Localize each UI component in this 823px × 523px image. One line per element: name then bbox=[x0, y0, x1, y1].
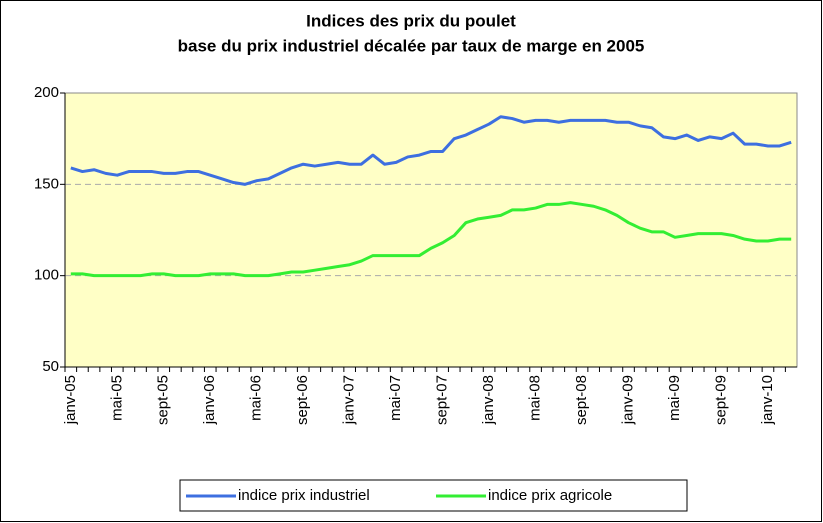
x-tick-label: janv-06 bbox=[201, 375, 218, 425]
y-tick-label: 150 bbox=[34, 175, 59, 192]
x-tick-label: mai-07 bbox=[387, 375, 404, 421]
x-tick-label: janv-08 bbox=[480, 375, 497, 425]
legend-box bbox=[179, 479, 688, 512]
series-line bbox=[70, 115, 792, 186]
x-tick-label: mai-06 bbox=[248, 375, 265, 421]
x-tick-label: janv-10 bbox=[759, 375, 776, 425]
legend-label: indice prix industriel bbox=[238, 487, 370, 504]
x-tick-label: mai-09 bbox=[666, 375, 683, 421]
y-tick-label: 100 bbox=[34, 267, 59, 284]
series-line bbox=[70, 201, 792, 278]
x-tick-label: sept-06 bbox=[294, 375, 311, 425]
x-tick-label: janv-09 bbox=[619, 375, 636, 425]
x-tick-label: sept-07 bbox=[434, 375, 451, 425]
x-tick-label: sept-05 bbox=[155, 375, 172, 425]
x-tick-label: janv-07 bbox=[341, 375, 358, 425]
chart-title: Indices des prix du poulet bbox=[306, 11, 516, 30]
x-tick-label: mai-08 bbox=[527, 375, 544, 421]
legend-label: indice prix agricole bbox=[488, 487, 612, 504]
chart-subtitle: base du prix industriel décalée par taux… bbox=[178, 36, 645, 55]
x-tick-label: janv-05 bbox=[62, 375, 79, 425]
x-tick-label: sept-08 bbox=[573, 375, 590, 425]
y-tick-label: 200 bbox=[34, 84, 59, 101]
x-tick-label: mai-05 bbox=[108, 375, 125, 421]
x-tick-label: sept-09 bbox=[712, 375, 729, 425]
y-tick-label: 50 bbox=[42, 358, 59, 375]
